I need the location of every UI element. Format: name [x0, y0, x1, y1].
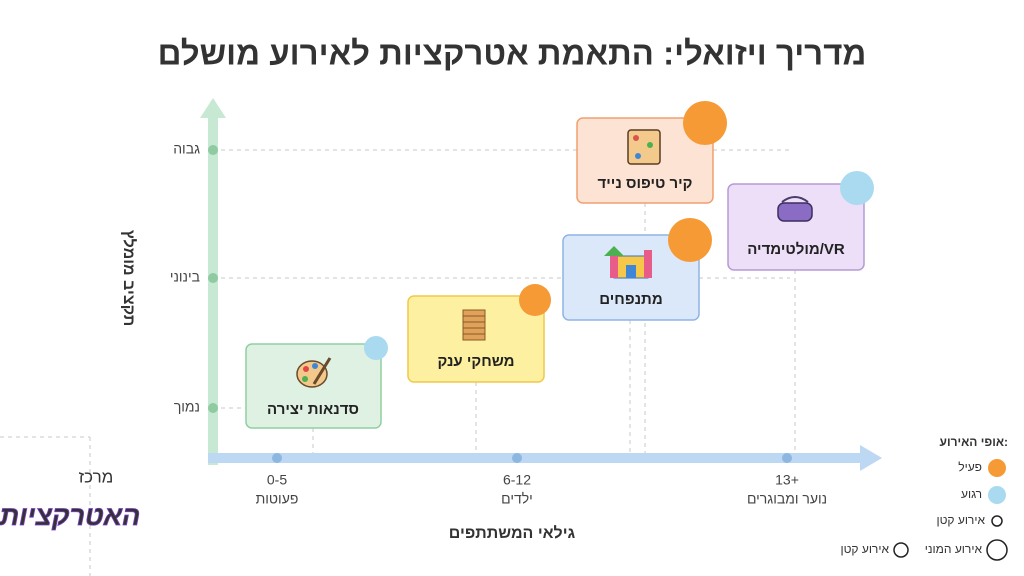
icon-dot [302, 376, 308, 382]
legend-label: רגוע [961, 487, 982, 501]
x-tick [512, 453, 522, 463]
card: משחקי ענק [407, 284, 551, 383]
x-tick-range: 0-5 [267, 472, 287, 488]
legend-swatch [986, 539, 1008, 561]
x-tick-range: 13+ [775, 472, 799, 488]
legend: אופי האירוע: פעיל רגוע אירוע קטן אירוע ה… [840, 435, 1008, 561]
x-tick-name: נוער ומבוגרים [747, 491, 827, 507]
title: מדריך ויזואלי: התאמת אטרקציות לאירוע מוש… [158, 35, 867, 72]
x-axis-label: גילאי המשתתפים [449, 524, 576, 542]
x-tick-name: פעוטות [256, 491, 299, 507]
card: קיר טיפוס נייד [576, 101, 727, 204]
legend-swatch [988, 459, 1006, 477]
card-box [727, 183, 865, 271]
icon-dot [303, 366, 309, 372]
y-tick [208, 145, 218, 155]
card: מתנפחים [562, 218, 712, 321]
legend-label: פעיל [958, 460, 982, 474]
wall-icon [627, 129, 661, 165]
y-ticks: גבוה בינוני נמוך [170, 141, 218, 415]
legend-swatch [991, 515, 1003, 527]
y-tick [208, 403, 218, 413]
y-axis-arrow [200, 98, 226, 118]
icon-dot [312, 363, 318, 369]
vr-icon [781, 196, 809, 203]
grid [0, 149, 796, 576]
legend-label: אירוע המוני [925, 542, 983, 556]
type-circle [668, 218, 712, 262]
logo: מרכז האטרקציות [0, 467, 141, 531]
y-tick-label: בינוני [170, 269, 200, 285]
x-tick [272, 453, 282, 463]
castle-icon [604, 246, 652, 279]
x-axis [208, 453, 863, 463]
vr-icon [777, 202, 813, 222]
y-tick [208, 273, 218, 283]
y-tick-label: נמוך [174, 399, 200, 415]
card-label: מתנפחים [599, 291, 662, 308]
legend-swatch [893, 542, 909, 558]
x-tick [782, 453, 792, 463]
y-tick-label: גבוה [173, 141, 200, 157]
card-label: סדנאות יצירה [267, 401, 359, 418]
brush-icon [312, 357, 332, 385]
type-circle [683, 101, 727, 145]
legend-title: אופי האירוע: [940, 435, 1008, 449]
legend-label: אירוע קטן [936, 513, 985, 527]
type-circle [364, 336, 388, 360]
card: מולטימדיה/VR [727, 171, 874, 271]
type-circle [519, 284, 551, 316]
card-label: משחקי ענק [437, 353, 514, 370]
x-axis-arrow [860, 445, 882, 471]
card: סדנאות יצירה [245, 336, 388, 429]
icon-dot [635, 153, 641, 159]
y-axis-label: תקציב מומלץ [120, 230, 138, 326]
card-label: מולטימדיה/VR [747, 241, 845, 258]
logo-line2: האטרקציות [0, 501, 140, 531]
icon-dot [633, 135, 639, 141]
legend-label: אירוע קטן [840, 542, 889, 556]
x-tick-range: 6-12 [503, 472, 531, 488]
type-circle [840, 171, 874, 205]
y-axis [208, 115, 218, 465]
card-label: קיר טיפוס נייד [598, 175, 693, 192]
logo-line1: מרכז [79, 467, 114, 486]
blocks-icon [462, 309, 486, 341]
x-tick-name: ילדים [501, 491, 533, 507]
palette-icon [296, 360, 328, 388]
icon-dot [647, 142, 653, 148]
x-ticks: 0-5 פעוטות 6-12 ילדים 13+ נוער ומבוגרים [256, 453, 827, 507]
legend-swatch [988, 486, 1006, 504]
